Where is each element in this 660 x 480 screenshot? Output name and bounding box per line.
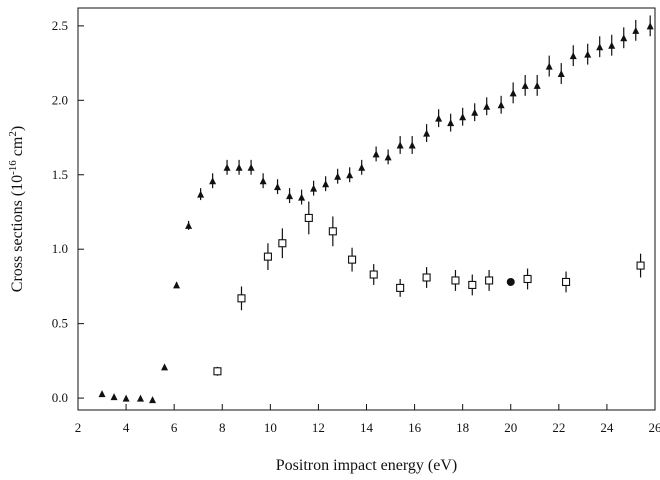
series-filled-triangle [98, 15, 654, 404]
triangle-point [471, 108, 479, 116]
triangle-point [322, 180, 330, 188]
triangle-point [334, 172, 342, 180]
triangle-point [358, 163, 366, 171]
x-tick-label: 20 [504, 420, 517, 435]
x-tick-label: 24 [600, 420, 614, 435]
ticks: 2 4 6 8 10 12 14 16 18 20 22 24 260.00.51.01.52.02.5 [52, 18, 660, 435]
square-point [304, 213, 313, 222]
x-tick-label: 4 [123, 420, 130, 435]
y-tick-label: 2.0 [52, 92, 68, 107]
y-tick-label: 0.0 [52, 390, 68, 405]
triangle-point [620, 34, 628, 42]
triangle-point [423, 129, 431, 137]
triangle-point [247, 163, 255, 171]
square-point [328, 227, 337, 236]
triangle-point [149, 396, 157, 404]
triangle-point [584, 50, 592, 58]
triangle-point [161, 363, 169, 371]
triangle-point [173, 281, 181, 289]
triangle-point [596, 43, 604, 51]
square-point [485, 276, 494, 285]
y-tick-label: 2.5 [52, 18, 68, 33]
square-point [451, 276, 460, 285]
triangle-point [521, 81, 529, 89]
triangle-point [509, 89, 517, 97]
triangle-point [259, 177, 267, 185]
triangle-point [98, 390, 106, 398]
square-point [213, 367, 222, 376]
y-axis-label-close: ) [9, 126, 26, 131]
triangle-point [122, 394, 130, 402]
triangle-point [447, 119, 455, 127]
y-tick-label: 1.0 [52, 241, 68, 256]
triangle-point [137, 394, 145, 402]
square-point [523, 274, 532, 284]
triangle-point [298, 193, 306, 201]
y-tick-label: 1.5 [52, 167, 68, 182]
x-tick-label: 2 [75, 420, 82, 435]
square-point [278, 239, 287, 248]
y-axis-label-exponent: -16 [7, 160, 19, 175]
square-point [561, 277, 571, 287]
x-tick-label: 14 [360, 420, 374, 435]
triangle-point [384, 153, 392, 161]
triangle-point [608, 41, 616, 49]
triangle-point [483, 102, 491, 110]
triangle-point [396, 141, 404, 149]
x-tick-label: 26 [649, 420, 660, 435]
square-point [396, 283, 405, 292]
triangle-point [223, 163, 231, 171]
triangle-point [235, 163, 243, 171]
triangle-point [274, 183, 282, 191]
triangle-point [346, 171, 354, 179]
triangle-point [197, 190, 205, 198]
triangle-point [185, 221, 193, 229]
x-tick-label: 8 [219, 420, 226, 435]
x-tick-label: 12 [312, 420, 325, 435]
series-filled-circle [506, 277, 515, 286]
square-point [468, 280, 477, 289]
square-point [348, 255, 357, 264]
x-tick-label: 10 [264, 420, 277, 435]
triangle-point [372, 150, 380, 158]
y-axis-label-unit: cm [9, 136, 26, 160]
y-axis-label-main: Cross sections (10 [9, 175, 26, 292]
triangle-point [557, 70, 565, 78]
triangle-point [545, 62, 553, 70]
data-marks [98, 15, 654, 404]
triangle-point [497, 101, 505, 109]
triangle-point [408, 141, 416, 149]
y-axis-label: Cross sections (10-16 cm2) [7, 126, 26, 292]
triangle-point [435, 114, 443, 122]
circle-point [506, 277, 515, 286]
x-tick-label: 16 [408, 420, 422, 435]
y-axis-label-unit-exponent: 2 [7, 131, 19, 137]
triangle-point [459, 113, 467, 121]
triangle-point [310, 184, 318, 192]
triangle-point [110, 393, 118, 401]
square-point [263, 252, 272, 261]
triangle-point [533, 81, 541, 89]
series-open-square [213, 201, 645, 376]
triangle-point [286, 192, 294, 200]
x-axis-label: Positron impact energy (eV) [276, 457, 457, 474]
triangle-point [209, 177, 217, 185]
square-point [369, 270, 378, 279]
square-point [237, 294, 246, 303]
triangle-point [632, 26, 640, 34]
x-tick-label: 22 [552, 420, 565, 435]
triangle-point [569, 52, 577, 60]
y-tick-label: 0.5 [52, 316, 68, 331]
x-tick-label: 18 [456, 420, 469, 435]
x-tick-label: 6 [171, 420, 178, 435]
square-point [636, 261, 645, 270]
square-point [422, 273, 431, 282]
triangle-point [646, 22, 654, 30]
plot-frame [77, 7, 656, 411]
